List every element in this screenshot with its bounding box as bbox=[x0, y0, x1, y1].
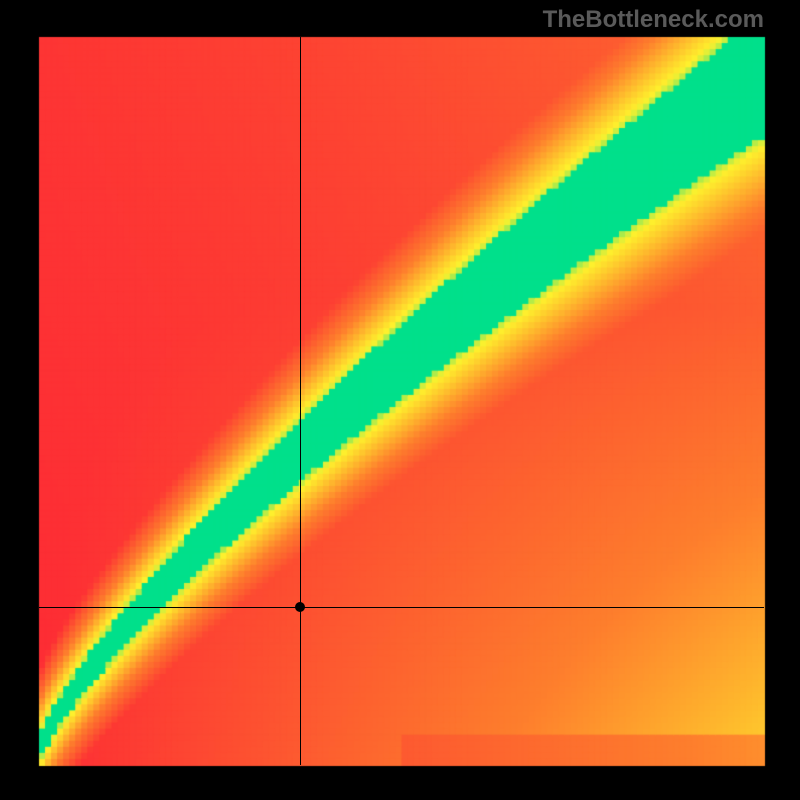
heatmap-canvas bbox=[0, 0, 800, 800]
watermark-text: TheBottleneck.com bbox=[543, 6, 764, 34]
chart-wrapper: TheBottleneck.com bbox=[0, 0, 800, 800]
crosshair-vertical bbox=[300, 37, 301, 765]
crosshair-horizontal bbox=[39, 607, 764, 608]
crosshair-dot bbox=[295, 602, 305, 612]
